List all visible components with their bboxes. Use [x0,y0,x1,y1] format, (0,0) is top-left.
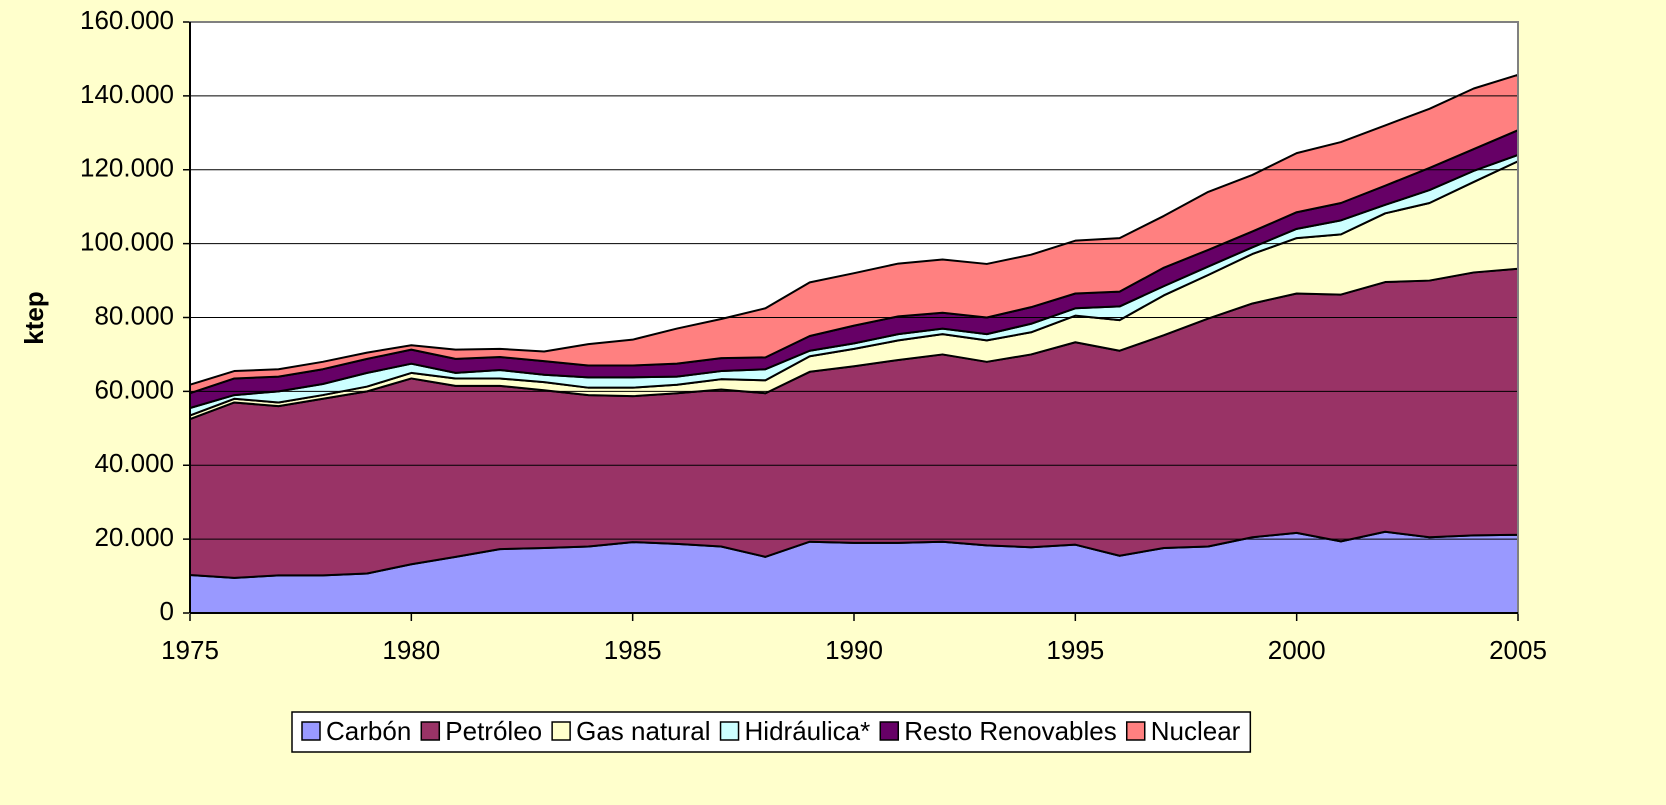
x-tick-label: 1995 [1046,635,1104,665]
legend-label: Resto Renovables [904,716,1116,746]
y-tick-label: 100.000 [80,227,174,257]
legend-swatch [301,721,321,741]
x-tick-label: 2000 [1268,635,1326,665]
y-tick-label: 120.000 [80,153,174,183]
y-tick-label: 80.000 [94,300,174,330]
y-tick-label: 40.000 [94,448,174,478]
legend-label: Nuclear [1151,716,1241,746]
legend-swatch [879,721,900,741]
legend-swatch [551,721,571,741]
x-tick-label: 2005 [1489,635,1547,665]
legend-label: Gas natural [576,716,710,746]
y-tick-label: 20.000 [94,522,174,552]
x-tick-label: 1975 [161,635,219,665]
legend-label: Petróleo [445,716,542,746]
legend-swatch [420,721,441,741]
y-tick-label: 60.000 [94,374,174,404]
y-tick-label: 160.000 [80,5,174,35]
y-tick-label: 0 [160,596,174,626]
x-tick-label: 1985 [604,635,662,665]
legend-swatch [1125,721,1146,741]
y-tick-label: 140.000 [80,79,174,109]
x-tick-label: 1980 [382,635,440,665]
y-axis-label: ktep [19,291,49,344]
x-tick-label: 1990 [825,635,883,665]
legend [291,711,1252,753]
legend-label: Carbón [326,716,411,746]
legend-label: Hidráulica* [745,716,871,746]
legend-swatch [719,721,740,741]
